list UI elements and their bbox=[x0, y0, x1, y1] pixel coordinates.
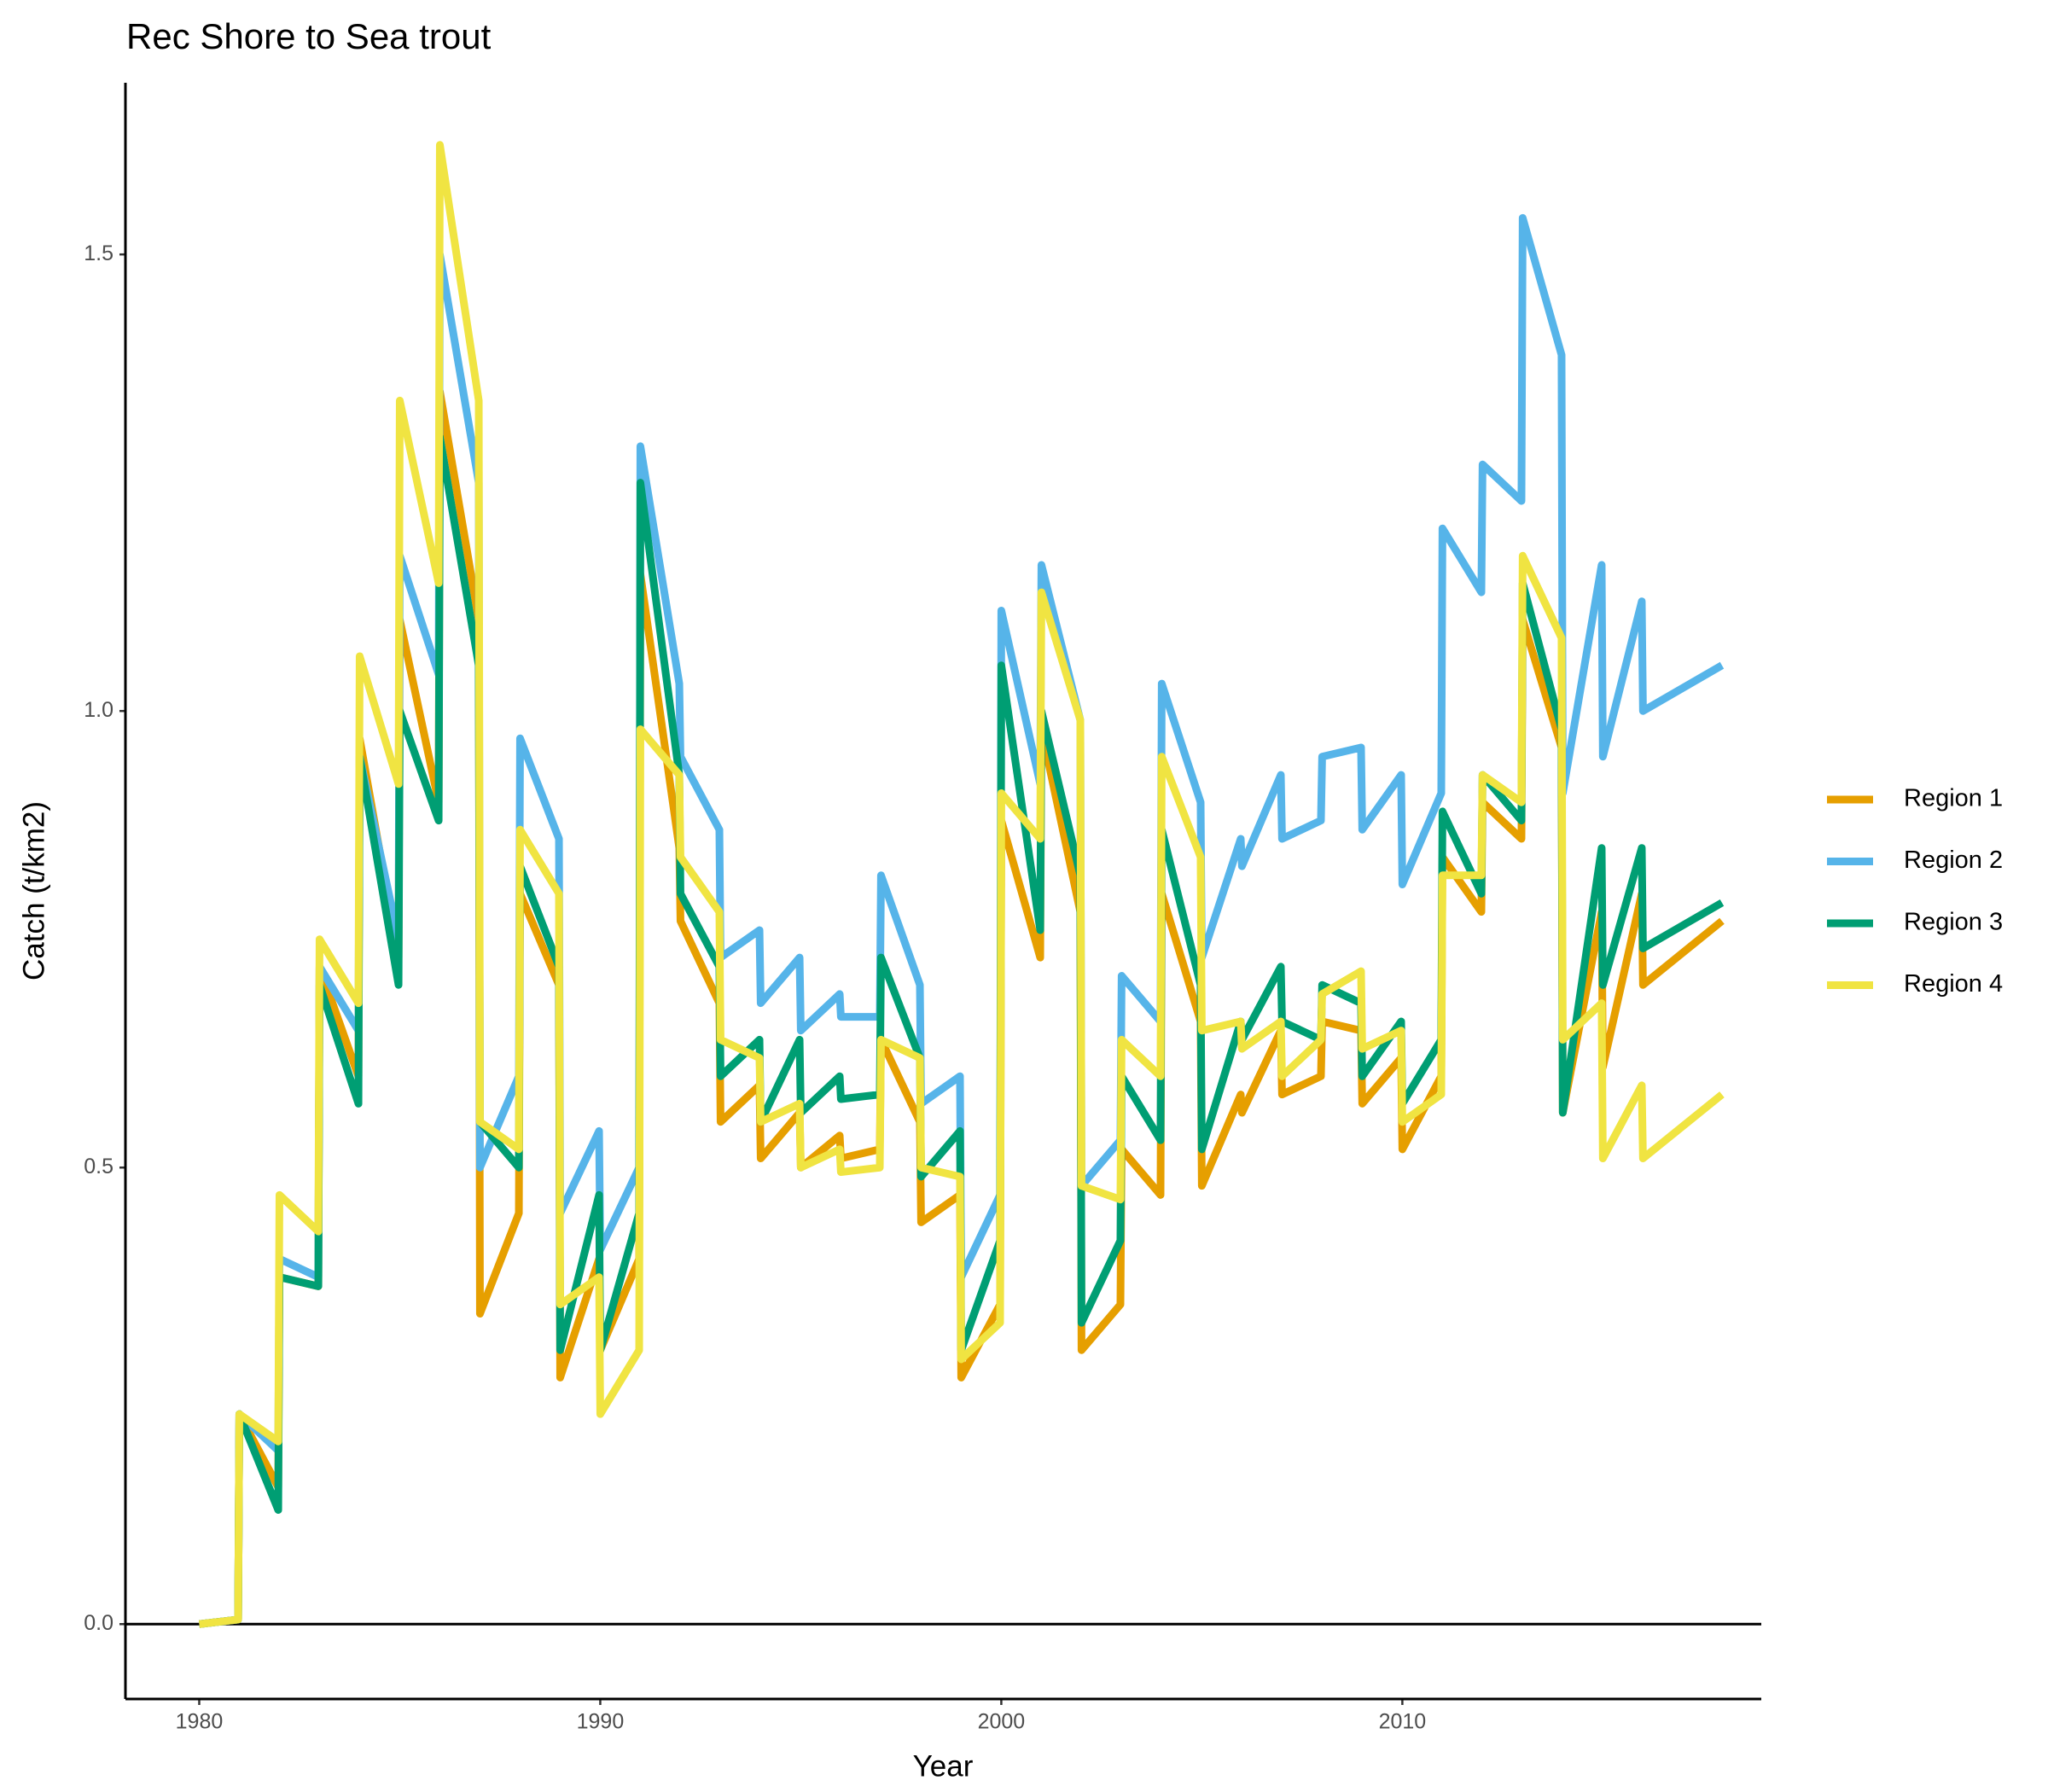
y-tick-label: 0.5 bbox=[84, 1155, 113, 1178]
series-line bbox=[198, 141, 1725, 1628]
x-tick-label: 1990 bbox=[577, 1710, 625, 1734]
y-tick-label: 1.5 bbox=[84, 241, 113, 265]
legend-label: Region 1 bbox=[1904, 785, 2003, 812]
legend-label: Region 4 bbox=[1904, 970, 2003, 998]
chart-title: Rec Shore to Sea trout bbox=[126, 16, 492, 56]
series-line bbox=[198, 433, 1725, 1628]
y-tick-label: 1.0 bbox=[84, 698, 113, 722]
series-line bbox=[198, 387, 1725, 1628]
x-axis-title: Year bbox=[913, 1749, 974, 1783]
y-axis-title: Catch (t/km2) bbox=[17, 801, 50, 980]
series-line bbox=[198, 213, 1725, 1628]
legend-label: Region 2 bbox=[1904, 847, 2003, 874]
x-tick-label: 2000 bbox=[978, 1710, 1026, 1734]
legend-label: Region 3 bbox=[1904, 909, 2003, 936]
x-tick-label: 1980 bbox=[176, 1710, 224, 1734]
y-tick-label: 0.0 bbox=[84, 1611, 113, 1635]
x-tick-label: 2010 bbox=[1379, 1710, 1427, 1734]
